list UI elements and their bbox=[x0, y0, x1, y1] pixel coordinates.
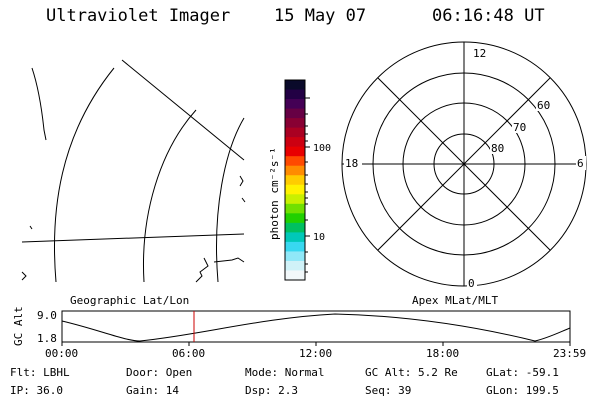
x-tick-label: 00:00 bbox=[45, 347, 78, 360]
meridian-arc bbox=[53, 67, 115, 283]
x-tick-label: 06:00 bbox=[172, 347, 205, 360]
color-bar-segment bbox=[285, 270, 305, 281]
label-bg bbox=[512, 120, 530, 133]
mode-status: Mode: Normal bbox=[245, 366, 324, 379]
color-bar-segment bbox=[285, 89, 305, 100]
apex-label: Apex MLat/MLT bbox=[412, 294, 498, 307]
color-bar-ticks bbox=[305, 97, 310, 273]
mlt-18-label: 18 bbox=[345, 157, 358, 170]
label-bg bbox=[536, 98, 554, 111]
color-bar-segment bbox=[285, 241, 305, 253]
color-bar-segment bbox=[285, 156, 305, 167]
meridian-arc bbox=[31, 67, 47, 141]
polar-plot bbox=[341, 41, 587, 287]
diagonal-line bbox=[377, 77, 551, 251]
meridian-arc bbox=[216, 117, 245, 283]
mlt-6-label: 6 bbox=[577, 157, 584, 170]
color-bar-segment bbox=[285, 108, 305, 119]
color-bar-segment bbox=[285, 260, 305, 272]
glat-status: GLat: -59.1 bbox=[486, 366, 559, 379]
x-tick-label: 23:59 bbox=[553, 347, 586, 360]
date-label: 15 May 07 bbox=[274, 6, 367, 26]
label-bg bbox=[472, 47, 488, 59]
color-bar-segment bbox=[285, 80, 305, 91]
colorbar-tick-10: 10 bbox=[313, 232, 325, 243]
altitude-ymin: 1.8 bbox=[37, 332, 57, 345]
color-bar-segment bbox=[285, 232, 305, 243]
label-bg bbox=[576, 156, 586, 170]
door-status: Door: Open bbox=[126, 366, 192, 379]
color-bar-segment bbox=[285, 175, 305, 186]
color-bar-segment bbox=[285, 118, 305, 129]
meridian-arc bbox=[143, 109, 197, 283]
color-bar-frame bbox=[284, 79, 306, 281]
color-bar-segment bbox=[285, 165, 305, 176]
dsp-status: Dsp: 2.3 bbox=[245, 384, 298, 397]
colorbar-unit-label: photon cm⁻²s⁻¹ bbox=[268, 147, 281, 240]
coastline bbox=[195, 257, 245, 283]
color-bar-segment bbox=[285, 184, 305, 195]
instrument-title: Ultraviolet Imager bbox=[46, 6, 231, 26]
latitude-line bbox=[121, 59, 245, 161]
altitude-ymax: 9.0 bbox=[37, 309, 57, 322]
coastline bbox=[21, 271, 27, 281]
colorbar-tick-100: 100 bbox=[313, 143, 331, 154]
altitude-x-ticks bbox=[61, 342, 571, 346]
label-bg bbox=[490, 141, 508, 154]
mlt-0-label: 0 bbox=[468, 277, 475, 290]
time-label: 06:16:48 UT bbox=[432, 6, 545, 26]
altitude-ylabel: GC Alt bbox=[12, 306, 25, 346]
x-tick-label: 18:00 bbox=[426, 347, 459, 360]
glon-status: GLon: 199.5 bbox=[486, 384, 559, 397]
label-bg bbox=[344, 156, 362, 170]
sequence-status: Seq: 39 bbox=[365, 384, 411, 397]
gc-alt-status: GC Alt: 5.2 Re bbox=[365, 366, 458, 379]
gain-status: Gain: 14 bbox=[126, 384, 179, 397]
lat-80-label: 80 bbox=[491, 142, 504, 155]
altitude-curve bbox=[61, 313, 571, 342]
geographic-map bbox=[21, 59, 246, 283]
coastline bbox=[239, 175, 246, 203]
filter-status: Flt: LBHL bbox=[10, 366, 70, 379]
latitude-line bbox=[21, 233, 245, 243]
ip-status: IP: 36.0 bbox=[10, 384, 63, 397]
color-bar-segment bbox=[285, 203, 305, 214]
label-bg bbox=[467, 276, 477, 288]
color-bar-segment bbox=[285, 146, 305, 157]
mlt-12-label: 12 bbox=[473, 47, 486, 60]
altitude-plot bbox=[61, 310, 571, 346]
lat-60-label: 60 bbox=[537, 99, 550, 112]
color-bar-segment bbox=[285, 99, 305, 110]
color-bar-segment bbox=[285, 213, 305, 224]
color-bar-segment bbox=[285, 222, 305, 233]
geographic-label: Geographic Lat/Lon bbox=[70, 294, 189, 307]
color-bar-segment bbox=[285, 194, 305, 205]
color-bar-segment bbox=[285, 127, 305, 138]
color-bar bbox=[285, 80, 305, 281]
color-bar-segment bbox=[285, 251, 305, 262]
x-tick-label: 12:00 bbox=[299, 347, 332, 360]
lat-70-label: 70 bbox=[513, 121, 526, 134]
coastline bbox=[29, 225, 33, 230]
color-bar-segment bbox=[285, 137, 305, 148]
